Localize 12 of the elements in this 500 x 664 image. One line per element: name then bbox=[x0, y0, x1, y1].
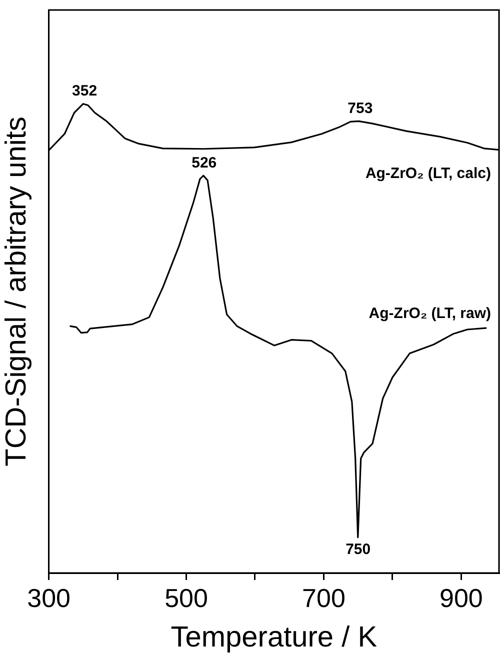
x-tick-label: 300 bbox=[27, 582, 70, 613]
x-tick-label: 900 bbox=[440, 582, 483, 613]
series-label: Ag-ZrO₂ (LT, calc) bbox=[365, 164, 492, 182]
x-tick-label: 500 bbox=[164, 582, 208, 613]
y-axis-title: TCD-Signal / arbitrary units bbox=[0, 116, 32, 466]
x-axis-title: Temperature / K bbox=[170, 622, 378, 654]
annotation: 750 bbox=[346, 540, 371, 558]
x-tick-label: 700 bbox=[302, 582, 346, 613]
annotation: 753 bbox=[348, 100, 373, 117]
series-label: Ag-ZrO₂ (LT, raw) bbox=[368, 305, 492, 322]
annotation: 526 bbox=[192, 154, 217, 172]
annotation: 352 bbox=[72, 82, 98, 100]
